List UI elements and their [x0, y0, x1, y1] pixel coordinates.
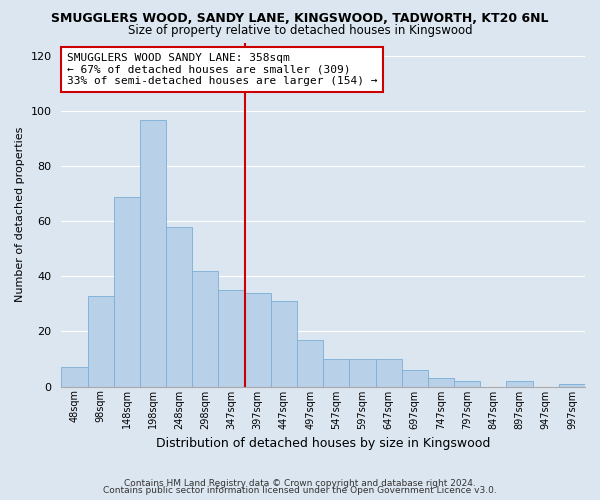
- Bar: [271, 301, 297, 386]
- Text: SMUGGLERS WOOD SANDY LANE: 358sqm
← 67% of detached houses are smaller (309)
33%: SMUGGLERS WOOD SANDY LANE: 358sqm ← 67% …: [67, 53, 377, 86]
- Bar: [297, 340, 323, 386]
- Bar: [245, 293, 271, 386]
- Bar: [349, 359, 376, 386]
- Bar: [88, 296, 114, 386]
- Bar: [454, 381, 480, 386]
- Text: SMUGGLERS WOOD, SANDY LANE, KINGSWOOD, TADWORTH, KT20 6NL: SMUGGLERS WOOD, SANDY LANE, KINGSWOOD, T…: [51, 12, 549, 26]
- Bar: [218, 290, 245, 386]
- Bar: [166, 227, 193, 386]
- Bar: [323, 359, 349, 386]
- Text: Size of property relative to detached houses in Kingswood: Size of property relative to detached ho…: [128, 24, 472, 37]
- Bar: [559, 384, 585, 386]
- Bar: [402, 370, 428, 386]
- X-axis label: Distribution of detached houses by size in Kingswood: Distribution of detached houses by size …: [156, 437, 490, 450]
- Text: Contains public sector information licensed under the Open Government Licence v3: Contains public sector information licen…: [103, 486, 497, 495]
- Bar: [140, 120, 166, 386]
- Bar: [506, 381, 533, 386]
- Bar: [114, 196, 140, 386]
- Bar: [376, 359, 402, 386]
- Text: Contains HM Land Registry data © Crown copyright and database right 2024.: Contains HM Land Registry data © Crown c…: [124, 478, 476, 488]
- Bar: [61, 367, 88, 386]
- Bar: [428, 378, 454, 386]
- Bar: [193, 271, 218, 386]
- Y-axis label: Number of detached properties: Number of detached properties: [15, 127, 25, 302]
